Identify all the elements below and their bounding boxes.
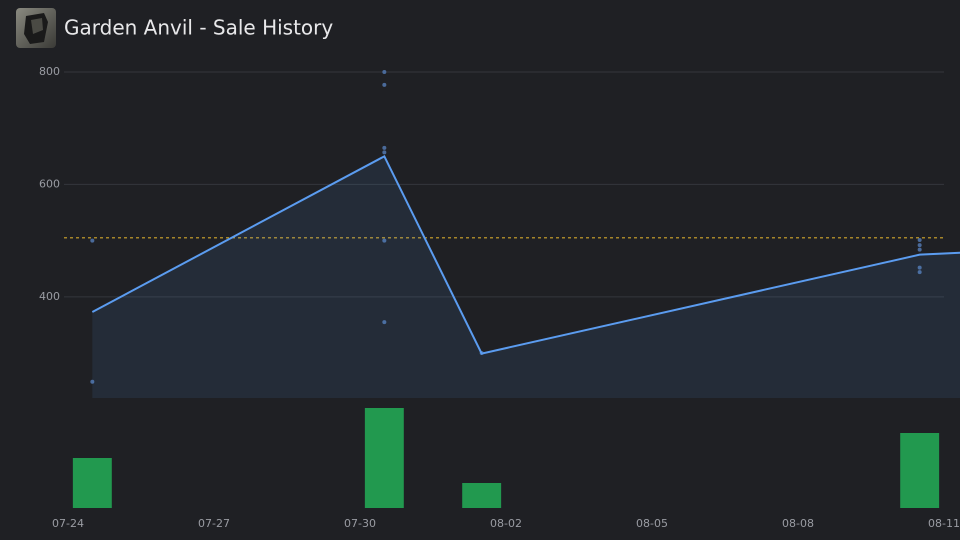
x-tick-label: 07-27 bbox=[198, 517, 230, 530]
sale-point bbox=[382, 150, 387, 155]
volume-bar bbox=[72, 458, 112, 508]
volume-bar bbox=[462, 483, 502, 508]
sale-point bbox=[382, 238, 387, 243]
chart-title: Garden Anvil - Sale History bbox=[64, 16, 333, 40]
volume-bar bbox=[364, 408, 404, 508]
x-tick-label: 07-24 bbox=[52, 517, 84, 530]
sale-point bbox=[382, 145, 387, 150]
sale-point bbox=[917, 238, 922, 243]
sale-point bbox=[90, 379, 95, 384]
plot: 400 600 800 07-24 07-27 07-30 08-02 08-05 08-08 0… bbox=[39, 65, 960, 530]
y-tick-label: 600 bbox=[39, 177, 60, 190]
x-tick-label: 08-02 bbox=[490, 517, 522, 530]
y-tick-label: 400 bbox=[39, 290, 60, 303]
sale-point bbox=[917, 270, 922, 275]
x-tick-label: 08-05 bbox=[636, 517, 668, 530]
sale-point bbox=[917, 243, 922, 248]
item-icon bbox=[16, 8, 56, 48]
area bbox=[92, 156, 960, 398]
sale-point bbox=[917, 265, 922, 270]
sale-point bbox=[917, 247, 922, 252]
sale-point bbox=[382, 320, 387, 325]
sale-point bbox=[90, 238, 95, 243]
x-tick-label: 07-30 bbox=[344, 517, 376, 530]
sale-point bbox=[382, 82, 387, 87]
x-tick-label: 08-11 bbox=[928, 517, 960, 530]
volume-bar bbox=[900, 433, 940, 508]
sale-point bbox=[382, 70, 387, 74]
x-tick-label: 08-08 bbox=[782, 517, 814, 530]
y-tick-label: 800 bbox=[39, 65, 60, 78]
price-line bbox=[91, 154, 960, 355]
